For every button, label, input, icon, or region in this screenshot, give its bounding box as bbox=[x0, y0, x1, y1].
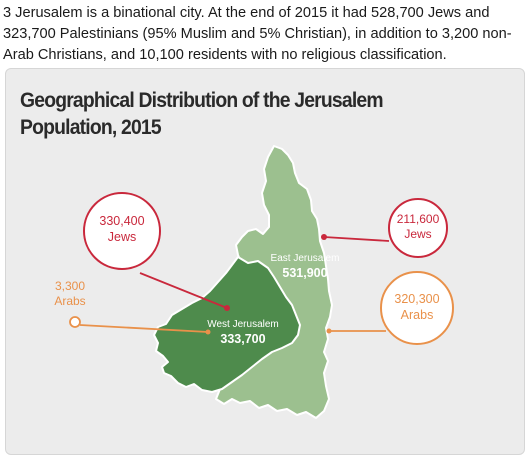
jerusalem-map: 330,400 Jews 211,600 Jews 3,300 Arabs 32… bbox=[54, 145, 454, 419]
west-jews-leader-line bbox=[139, 272, 228, 309]
east-jerusalem-name: East Jerusalem bbox=[271, 253, 340, 264]
west-jerusalem-region bbox=[153, 256, 301, 393]
west-jerusalem-population: 333,700 bbox=[220, 332, 265, 346]
east-arabs-label: Arabs bbox=[401, 308, 434, 322]
west-arabs-leader-line bbox=[79, 324, 209, 333]
west-jerusalem-name: West Jerusalem bbox=[207, 319, 279, 330]
east-jews-leader-line bbox=[323, 236, 390, 242]
east-arabs-value: 320,300 bbox=[394, 292, 439, 306]
east-arabs-callout-circle bbox=[380, 271, 454, 345]
east-jews-leader-dot bbox=[321, 234, 327, 240]
west-arabs-leader-dot bbox=[205, 329, 211, 335]
west-jews-label: Jews bbox=[108, 230, 136, 244]
west-jews-leader-dot bbox=[224, 305, 230, 311]
west-arabs-label: Arabs bbox=[54, 294, 85, 308]
west-jews-value: 330,400 bbox=[99, 214, 144, 228]
west-arabs-callout-marker bbox=[69, 316, 81, 328]
east-jews-value: 211,600 bbox=[397, 212, 440, 226]
west-jews-callout-circle bbox=[83, 192, 161, 270]
east-jerusalem-population: 531,900 bbox=[282, 266, 327, 280]
infographic-card: Geographical Distribution of the Jerusal… bbox=[5, 68, 525, 455]
east-jews-label: Jews bbox=[404, 227, 431, 241]
east-jews-callout-circle bbox=[388, 198, 448, 258]
infographic-title: Geographical Distribution of the Jerusal… bbox=[20, 88, 384, 139]
east-arabs-leader-dot bbox=[326, 328, 332, 334]
west-arabs-value: 3,300 bbox=[55, 279, 85, 293]
intro-paragraph: 3 Jerusalem is a binational city. At the… bbox=[3, 5, 512, 63]
